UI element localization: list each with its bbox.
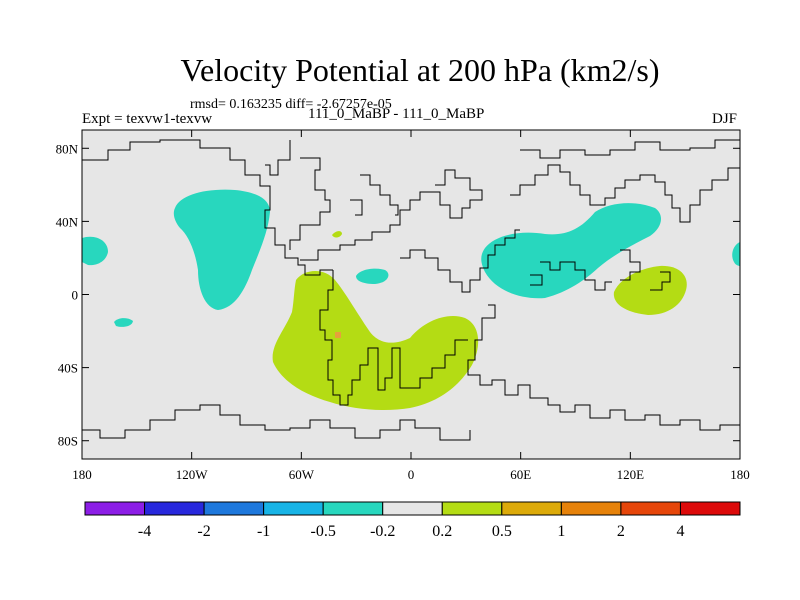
colorbar-label: -4: [138, 523, 151, 540]
lon-tick-label: 120W: [176, 467, 209, 482]
anomaly-region: [82, 236, 108, 266]
anomaly-region: [481, 203, 662, 299]
coastline: [530, 261, 612, 291]
coastline: [300, 169, 483, 261]
coastline: [265, 140, 331, 250]
colorbar-label: 0.5: [492, 523, 512, 540]
stats-text: rmsd= 0.163235 diff= -2.67257e-05: [190, 97, 392, 112]
colorbar-swatch: [620, 501, 681, 516]
colorbar-swatch: [441, 501, 503, 516]
lon-tick-label: 120E: [617, 467, 645, 482]
season-label: DJF: [712, 111, 738, 127]
plot-title: Velocity Potential at 200 hPa (km2/s): [180, 52, 660, 88]
colorbar-swatch: [263, 501, 324, 516]
lat-tick-label: 80S: [58, 434, 78, 449]
colorbar-swatch: [144, 501, 205, 516]
colorbar-label: -2: [197, 523, 210, 540]
lon-tick-label: 60W: [289, 467, 315, 482]
run-names: 111_0_MaBP - 111_0_MaBP: [308, 106, 485, 122]
colorbar-label: 1: [557, 523, 565, 540]
coastline: [319, 270, 468, 406]
lat-tick-label: 80N: [56, 141, 79, 156]
negative-anomaly-regions: [82, 189, 740, 327]
map-axes: 80N 40N 0 40S 80S 180 120W 60W 0 60E 120E 180: [56, 130, 750, 482]
coastline: [520, 139, 740, 159]
lat-tick-label: 40S: [58, 361, 78, 376]
strong-anomaly-spot: [335, 332, 341, 338]
coastline: [620, 249, 671, 291]
lon-tick-label: 0: [408, 467, 415, 482]
colorbar-label: -0.5: [311, 523, 336, 540]
lat-tick-label: 0: [72, 288, 79, 303]
colorbar: -4 -2 -1 -0.5 -0.2 0.2 0.5 1 2 4: [84, 501, 741, 540]
experiment-label: Expt = texvw1-texvw: [82, 111, 213, 127]
lon-tick-label: 180: [72, 467, 92, 482]
anomaly-region: [356, 268, 389, 284]
lon-tick-label: 180: [730, 467, 750, 482]
coastline: [467, 304, 740, 431]
coastline: [400, 229, 520, 293]
colorbar-swatch: [501, 501, 562, 516]
colorbar-label: -1: [257, 523, 270, 540]
lon-tick-label: 60E: [510, 467, 531, 482]
colorbar-swatch: [382, 501, 443, 516]
colorbar-label: 4: [676, 523, 684, 540]
colorbar-swatch: [560, 501, 622, 516]
colorbar-label: 0.2: [432, 523, 452, 540]
anomaly-region: [272, 271, 479, 410]
coastlines: [82, 139, 740, 441]
anomaly-region: [732, 242, 740, 266]
colorbar-swatch: [203, 501, 265, 516]
coastline: [82, 404, 471, 441]
colorbar-swatch: [322, 501, 384, 516]
coastline: [82, 139, 333, 276]
anomaly-region: [332, 231, 342, 238]
colorbar-swatch: [679, 501, 741, 516]
anomaly-region: [114, 318, 133, 327]
colorbar-label: -0.2: [370, 523, 395, 540]
coastline: [350, 174, 399, 216]
colorbar-label: 2: [617, 523, 625, 540]
anomaly-region: [173, 189, 270, 310]
colorbar-swatch: [84, 501, 146, 516]
coastline: [510, 164, 740, 223]
lat-tick-label: 40N: [56, 214, 79, 229]
